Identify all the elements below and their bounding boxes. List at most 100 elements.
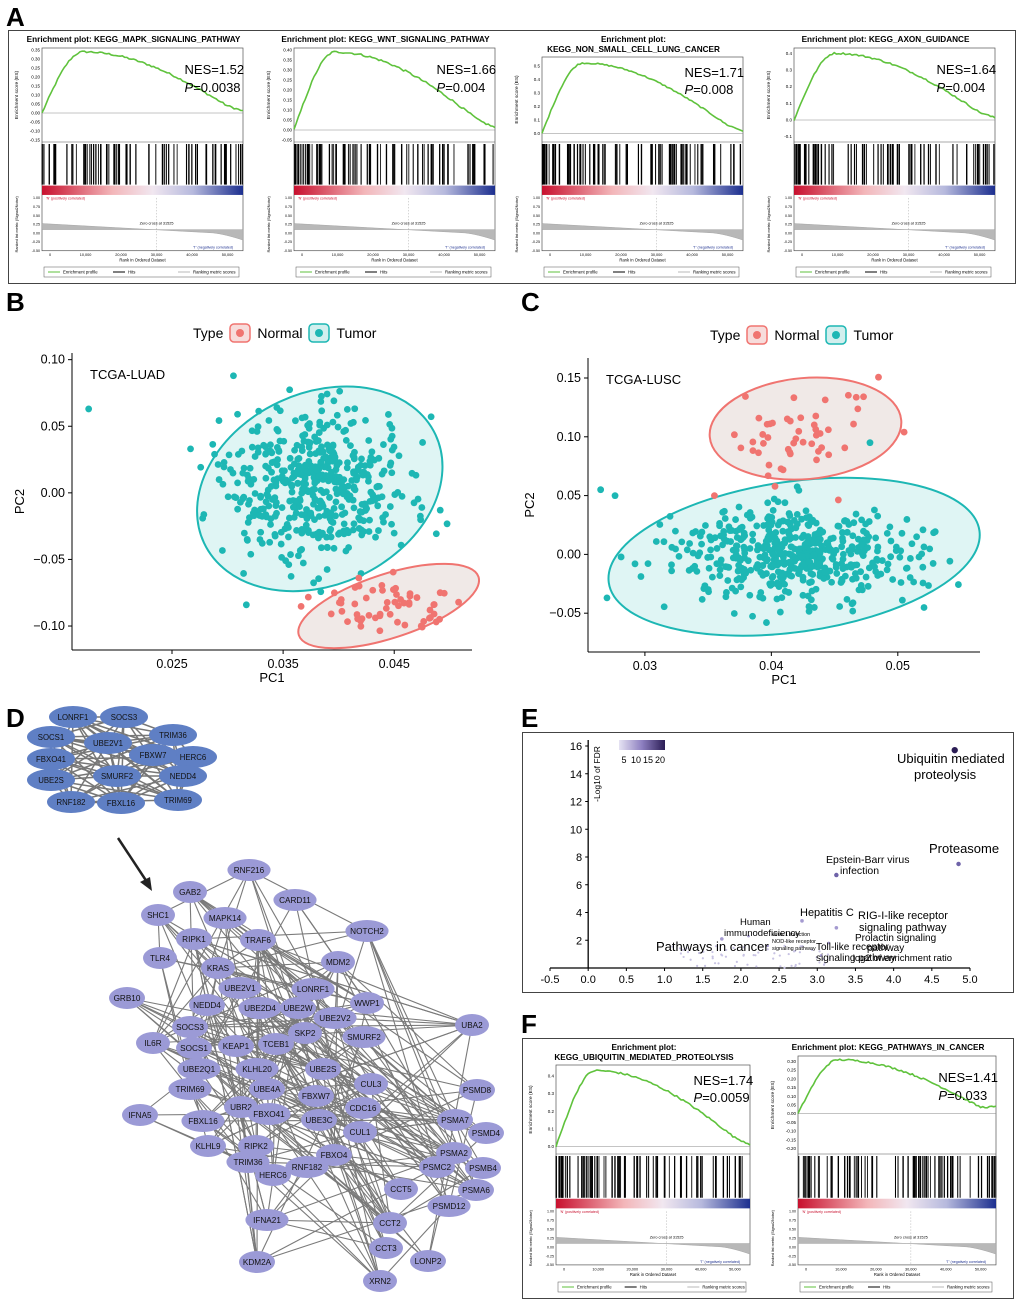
- points-tumor: [611, 483, 962, 626]
- node-shape: [227, 859, 271, 881]
- data-point: [215, 476, 223, 483]
- data-point: [258, 512, 266, 520]
- node-shape: [100, 706, 148, 728]
- node-shape: [350, 992, 384, 1014]
- data-point: [795, 570, 802, 577]
- negative-label: 'T' (negatively correlated): [193, 246, 233, 250]
- positive-label: 'N' (positively correlated): [798, 196, 837, 200]
- node-shape: [218, 977, 262, 999]
- data-point: [844, 391, 852, 399]
- data-point: [774, 546, 782, 554]
- data-point: [301, 461, 309, 469]
- node-nedd4: NEDD4: [189, 994, 225, 1016]
- node-skp2: SKP2: [288, 1022, 322, 1044]
- edge: [152, 1042, 249, 1163]
- data-point: [214, 461, 222, 468]
- positive-label: 'N' (positively correlated): [46, 196, 85, 200]
- minor-point: [773, 952, 776, 955]
- cohort-label: TCGA-LUAD: [90, 367, 165, 382]
- data-point: [784, 518, 792, 526]
- data-point: [291, 497, 299, 505]
- data-point: [805, 603, 813, 610]
- node-wwp1: WWP1: [350, 992, 384, 1014]
- rank-tick-label: 0.75: [547, 1219, 554, 1223]
- node-lonrf1: LONRF1: [291, 978, 335, 1000]
- edge: [294, 899, 368, 1004]
- node-label: RNF216: [234, 866, 265, 875]
- minor-point: [815, 956, 818, 959]
- edge: [362, 1107, 455, 1154]
- data-point: [864, 544, 871, 551]
- data-point: [733, 542, 741, 550]
- node-tceb1: TCEB1: [258, 1033, 294, 1055]
- node-label: PSMA6: [462, 1186, 490, 1195]
- y-tick-label: 6: [576, 880, 582, 892]
- node-shape: [129, 744, 177, 766]
- x-tick-label: 10,000: [835, 1267, 847, 1271]
- label-proteasome: Proteasome: [929, 841, 999, 856]
- data-point: [247, 550, 255, 558]
- data-point: [278, 504, 286, 511]
- minor-point: [798, 962, 801, 965]
- node-shape: [419, 1156, 455, 1178]
- data-point: [386, 420, 394, 428]
- node-shape: [240, 929, 276, 951]
- label-ubiquitin: Ubiquitin mediated: [897, 751, 1005, 766]
- data-point: [391, 598, 399, 606]
- data-point: [897, 579, 905, 586]
- data-point: [701, 582, 709, 590]
- outlier-point: [711, 492, 718, 499]
- data-point: [367, 454, 375, 461]
- data-point: [789, 553, 797, 561]
- node-psma6: PSMA6: [458, 1179, 494, 1201]
- node-shape: [285, 1156, 329, 1178]
- node-notch2: NOTCH2: [345, 920, 389, 942]
- data-point: [863, 530, 870, 537]
- y-axis-label: PC2: [12, 489, 27, 514]
- es-tick-label: 0.3: [786, 68, 793, 73]
- x-tick-label: 5.0: [962, 974, 977, 986]
- minor-point: [826, 953, 830, 956]
- data-point: [723, 537, 731, 545]
- node-xrn2: XRN2: [363, 1270, 397, 1292]
- legend-label: Hits: [883, 1285, 890, 1290]
- data-point: [418, 504, 426, 511]
- data-point: [732, 516, 739, 523]
- data-point: [294, 479, 302, 487]
- data-point: [247, 480, 255, 488]
- node-herc6: HERC6: [169, 746, 217, 768]
- data-point: [678, 538, 686, 546]
- data-point: [799, 576, 807, 584]
- rank-tick-label: 0.00: [285, 231, 292, 235]
- data-point: [215, 417, 223, 424]
- legend-tumor-label: Tumor: [336, 325, 377, 341]
- minor-point: [787, 952, 790, 956]
- minor-point: [818, 961, 821, 964]
- data-point: [254, 423, 262, 431]
- data-point: [300, 437, 308, 445]
- data-point: [779, 527, 787, 535]
- es-tick-label: 0.25: [283, 78, 292, 83]
- node-kras: KRAS: [201, 957, 235, 979]
- y-tick-label: −0.05: [33, 552, 65, 566]
- data-point: [285, 533, 292, 541]
- data-point: [322, 472, 330, 479]
- es-tick-label: 0.15: [283, 98, 292, 103]
- y-tick-label: −0.05: [549, 606, 581, 620]
- data-point: [414, 495, 422, 503]
- data-point: [336, 529, 344, 537]
- nes-value: NES=1.52: [185, 62, 245, 77]
- node-label: LONRF1: [58, 713, 89, 722]
- node-cdc16: CDC16: [345, 1097, 381, 1119]
- data-point: [637, 573, 645, 580]
- data-point: [374, 502, 382, 510]
- data-point: [317, 398, 325, 405]
- data-point: [833, 570, 841, 577]
- legend-type-title: Type: [710, 327, 741, 343]
- node-shape: [458, 1179, 494, 1201]
- node-label: UBA2: [461, 1021, 483, 1030]
- x-tick-label: 2.5: [771, 974, 786, 986]
- data-point: [764, 499, 772, 507]
- data-point: [781, 580, 788, 588]
- node-ube2v1: UBE2V1: [218, 977, 262, 999]
